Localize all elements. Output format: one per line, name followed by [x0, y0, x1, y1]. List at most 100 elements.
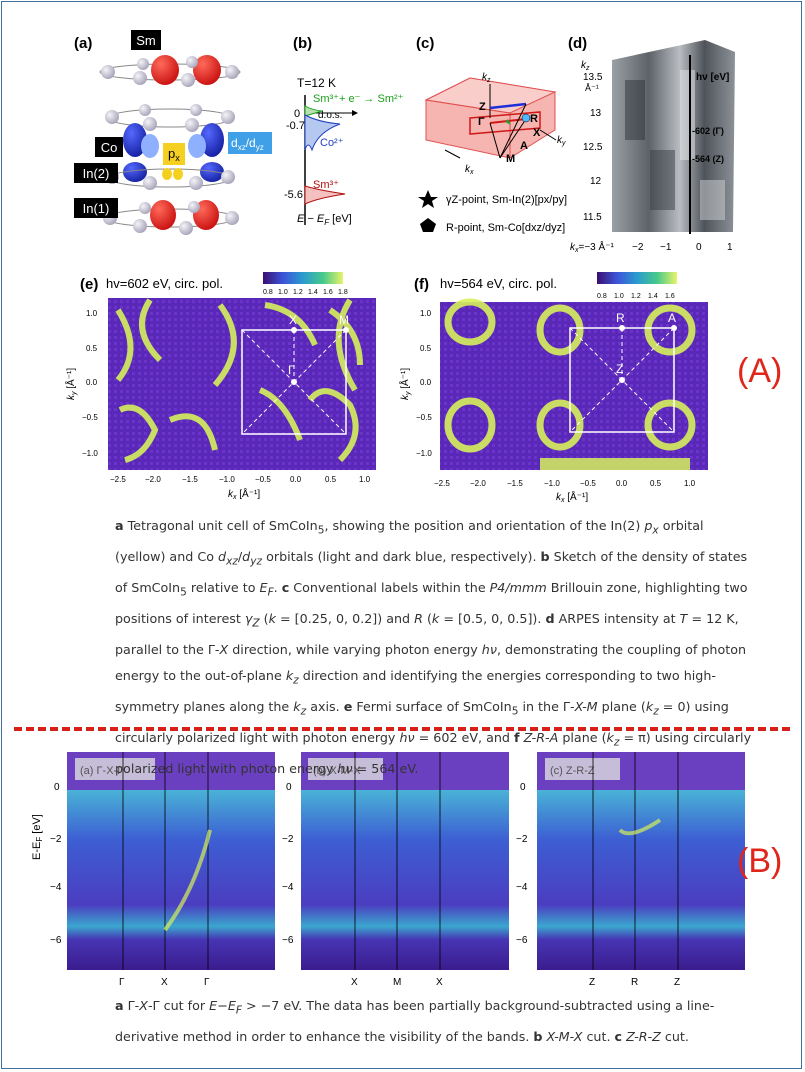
- panel-a-label: (a): [74, 35, 92, 52]
- svg-text:1.0: 1.0: [86, 309, 98, 318]
- f-xlabel: kx [Å⁻¹]: [556, 490, 588, 504]
- svg-text:−1.0: −1.0: [544, 479, 560, 488]
- e-pt-X: X: [289, 313, 297, 327]
- svg-text:Γ: Γ: [119, 977, 125, 988]
- svg-text:0.0: 0.0: [420, 378, 432, 387]
- unit-cell-diagram: Sm Co In(2) I: [74, 30, 272, 235]
- svg-text:1.0: 1.0: [420, 309, 432, 318]
- svg-text:0.0: 0.0: [86, 378, 98, 387]
- band-panel-b: (b) X-M-X X M X 0 −2 −4 −6: [282, 752, 509, 988]
- svg-text:0: 0: [286, 782, 292, 793]
- temp-label: T=12 K: [297, 76, 336, 90]
- e-pt-M: M: [339, 313, 349, 327]
- svg-text:1.4: 1.4: [308, 289, 318, 296]
- section-a-label: (A): [737, 352, 783, 390]
- svg-text:0.0: 0.0: [290, 475, 302, 484]
- reaction-label: Sm³⁺+ e⁻ → Sm²⁺: [313, 93, 404, 105]
- sm-orbital: [193, 55, 221, 85]
- in2-label: In(2): [83, 166, 110, 181]
- svg-text:−6: −6: [282, 935, 294, 946]
- dos-sketch: T=12 K Sm³⁺+ e⁻ → Sm²⁺ d.o.s. 0 -0.7 Co²…: [284, 76, 404, 227]
- e-pt-G: Γ: [288, 363, 295, 377]
- svg-text:−4: −4: [50, 882, 62, 893]
- ytick-115: 11.5: [583, 212, 602, 223]
- svg-text:M: M: [393, 977, 401, 988]
- ytick-125: 12.5: [583, 142, 603, 153]
- svg-text:Γ: Γ: [204, 977, 210, 988]
- svg-text:1.6: 1.6: [323, 289, 333, 296]
- f-pt-R: R: [616, 311, 625, 325]
- svg-text:−2: −2: [282, 834, 294, 845]
- m56-label: -5.6: [284, 189, 303, 201]
- bz-M: M: [506, 153, 515, 165]
- bz-X: X: [533, 127, 541, 139]
- svg-text:−1.5: −1.5: [182, 475, 198, 484]
- svg-text:(b) X-M-X: (b) X-M-X: [313, 765, 361, 777]
- ytick-13: 13: [590, 108, 602, 119]
- sm-label: Sm: [136, 33, 156, 48]
- caption-b: a Γ-X-Γ cut for E−EF > −7 eV. The data h…: [115, 998, 715, 1045]
- svg-text:R: R: [631, 977, 638, 988]
- section-b-label: (B): [737, 842, 783, 880]
- svg-text:−2.0: −2.0: [145, 475, 161, 484]
- kx-label: kx: [465, 164, 474, 176]
- band-panel-a: (a) Γ-X-Γ Γ X Γ 0 −2 −4 −6: [50, 752, 275, 988]
- svg-text:0.5: 0.5: [420, 344, 432, 353]
- f-pt-Z: Z: [616, 362, 623, 376]
- svg-text:1.0: 1.0: [684, 479, 696, 488]
- svg-text:−0.5: −0.5: [255, 475, 271, 484]
- sm-orbital: [151, 55, 179, 85]
- svg-text:−2.5: −2.5: [434, 479, 450, 488]
- bz-Z: Z: [479, 101, 486, 113]
- bz-G: Γ: [478, 116, 485, 128]
- svg-text:(c) Z-R-Z: (c) Z-R-Z: [550, 765, 595, 777]
- caption-a: a Tetragonal unit cell of SmCoIn5, showi…: [115, 518, 752, 776]
- colorbar-f: [597, 272, 677, 284]
- ky-label: ky: [557, 135, 566, 147]
- svg-text:−4: −4: [516, 882, 528, 893]
- in1-label: In(1): [83, 201, 110, 216]
- svg-text:0: 0: [54, 782, 60, 793]
- section-divider: [14, 727, 790, 731]
- ytick-12: 12: [590, 176, 602, 187]
- co-label: Co: [101, 140, 118, 155]
- colorbar-e: [263, 272, 343, 284]
- svg-text:−2: −2: [516, 834, 528, 845]
- svg-text:0: 0: [520, 782, 526, 793]
- kz-label: kz: [482, 72, 491, 84]
- xtick-1: 1: [727, 242, 733, 253]
- unit-label: Å⁻¹: [585, 83, 599, 93]
- svg-text:−2: −2: [50, 834, 62, 845]
- svg-text:1.0: 1.0: [278, 289, 288, 296]
- svg-text:1.2: 1.2: [293, 289, 303, 296]
- svg-text:1.2: 1.2: [631, 293, 641, 300]
- svg-text:0.5: 0.5: [325, 475, 337, 484]
- bands-ylabel: E-EF [eV]: [31, 814, 44, 860]
- svg-text:−1.0: −1.0: [416, 449, 432, 458]
- svg-text:Z: Z: [589, 977, 595, 988]
- hv-label: hν [eV]: [696, 72, 729, 83]
- kx-d-label: kx=−3 Å⁻¹: [570, 240, 614, 254]
- svg-text:−2.5: −2.5: [110, 475, 126, 484]
- svg-text:−4: −4: [282, 882, 294, 893]
- svg-text:−0.5: −0.5: [82, 413, 98, 422]
- svg-text:−0.5: −0.5: [580, 479, 596, 488]
- star-icon: [418, 190, 438, 208]
- svg-text:0.8: 0.8: [263, 289, 273, 296]
- svg-text:−1.0: −1.0: [219, 475, 235, 484]
- band-panel-c: (c) Z-R-Z Z R Z 0 −2 −4 −6: [516, 752, 745, 988]
- pentagon-icon: [420, 218, 436, 232]
- legend-r: R-point, Sm-Co[dxz/dyz]: [446, 222, 565, 234]
- svg-text:−6: −6: [516, 935, 528, 946]
- m07-label: -0.7: [286, 120, 305, 132]
- f-title: hv=564 eV, circ. pol.: [440, 276, 557, 291]
- dos-label: d.o.s.: [318, 110, 342, 121]
- svg-text:X: X: [436, 977, 443, 988]
- svg-text:Z: Z: [674, 977, 680, 988]
- sm3-label: Sm³⁺: [313, 179, 339, 191]
- val135: 13.5: [583, 72, 603, 83]
- l602-label: -602 (Γ): [692, 126, 724, 136]
- panel-c-label: (c): [416, 35, 434, 52]
- svg-text:1.0: 1.0: [614, 293, 624, 300]
